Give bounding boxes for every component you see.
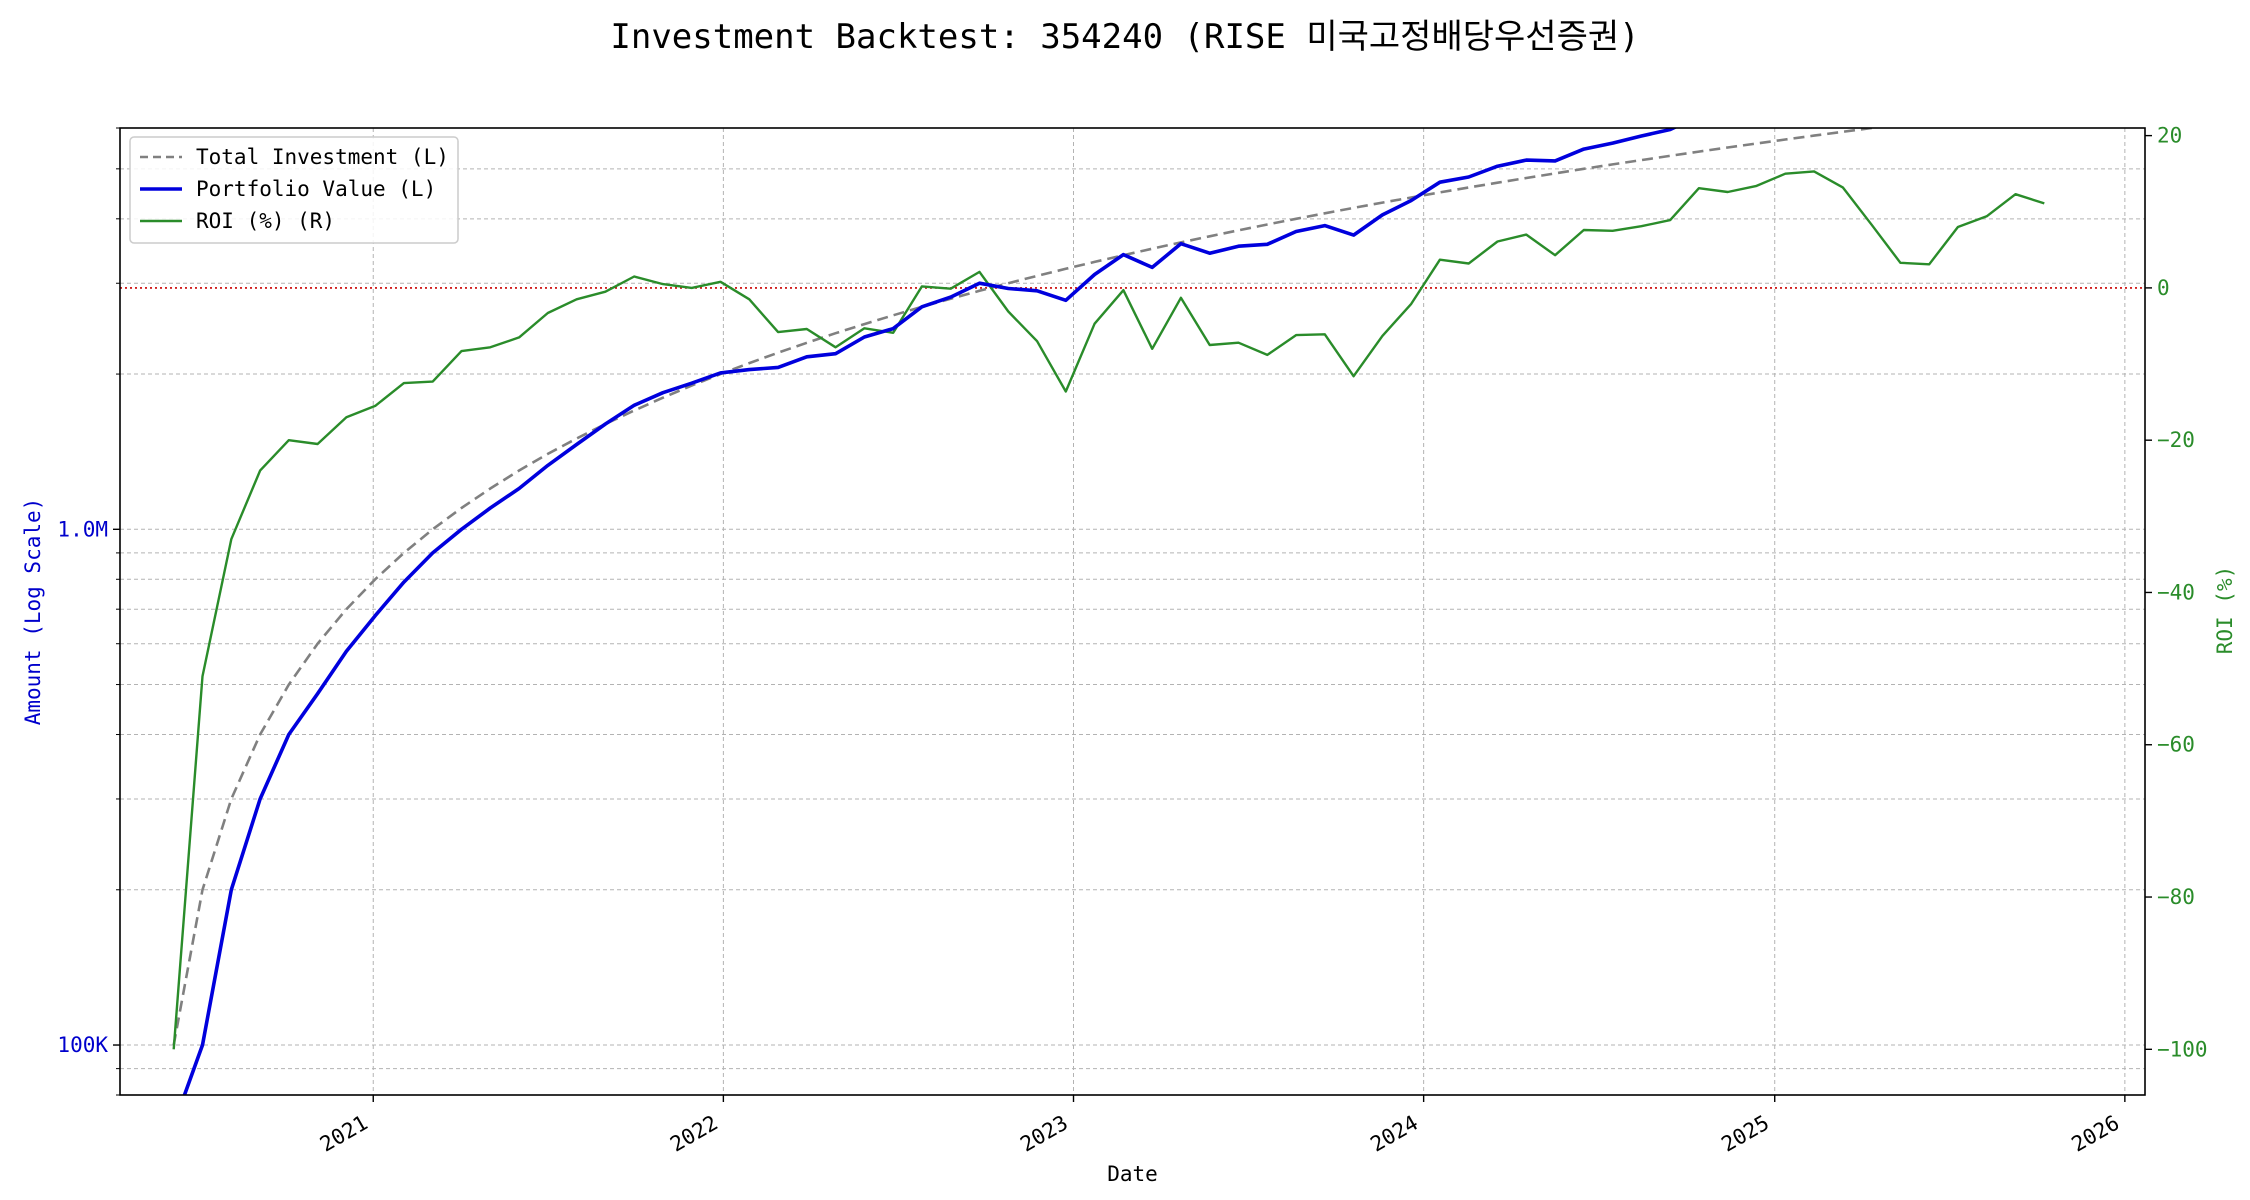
- left-tick-label-100K: 100K: [57, 1033, 108, 1057]
- series-line-roi-r: [172, 170, 2045, 1050]
- right-tick-label--100: −100: [2157, 1037, 2208, 1061]
- x-axis-label: Date: [1107, 1162, 1158, 1186]
- x-tick-label-2024: 2024: [1366, 1111, 1422, 1157]
- grid: [120, 127, 2145, 1096]
- legend-box: [129, 136, 459, 244]
- x-tick-label-2025: 2025: [1717, 1111, 1773, 1157]
- chart-title: Investment Backtest: 354240 (RISE 미국고정배당…: [610, 17, 1639, 57]
- plot-frame: [119, 127, 2146, 1096]
- x-tick-label-2023: 2023: [1016, 1111, 1072, 1157]
- legend-label-total-investment: Total Investment (L): [196, 145, 449, 169]
- right-axis-label: ROI (%): [2213, 566, 2237, 655]
- right-tick-label--80: −80: [2157, 885, 2195, 909]
- left-tick-label-1.0M: 1.0M: [57, 517, 108, 541]
- right-tick-label-0: 0: [2157, 276, 2170, 300]
- left-axis-ticks: 100K 1.0M: [57, 127, 120, 1096]
- x-tick-label-2021: 2021: [316, 1111, 372, 1157]
- legend-label-roi: ROI (%) (R): [196, 209, 335, 233]
- right-axis-ticks: 20 0 −20 −40 −60 −80 −100: [2145, 124, 2208, 1061]
- series-line-portfolio-value-l: [182, 128, 1678, 1095]
- legend-label-portfolio-value: Portfolio Value (L): [196, 177, 436, 201]
- series-line-total-investment-l: [172, 128, 1882, 1046]
- x-tick-label-2022: 2022: [666, 1111, 722, 1157]
- x-tick-label-2026: 2026: [2068, 1111, 2124, 1157]
- x-axis-ticks: 2021 2022 2023 2024 2025 2026: [316, 1095, 2126, 1157]
- plot-lines: [172, 128, 2045, 1095]
- right-tick-label--40: −40: [2157, 580, 2195, 604]
- right-tick-label--20: −20: [2157, 428, 2195, 452]
- right-tick-label--60: −60: [2157, 733, 2195, 757]
- right-tick-label-20: 20: [2157, 124, 2182, 148]
- left-axis-label: Amount (Log Scale): [21, 498, 45, 726]
- legend: Total Investment (L) Portfolio Value (L)…: [129, 136, 459, 244]
